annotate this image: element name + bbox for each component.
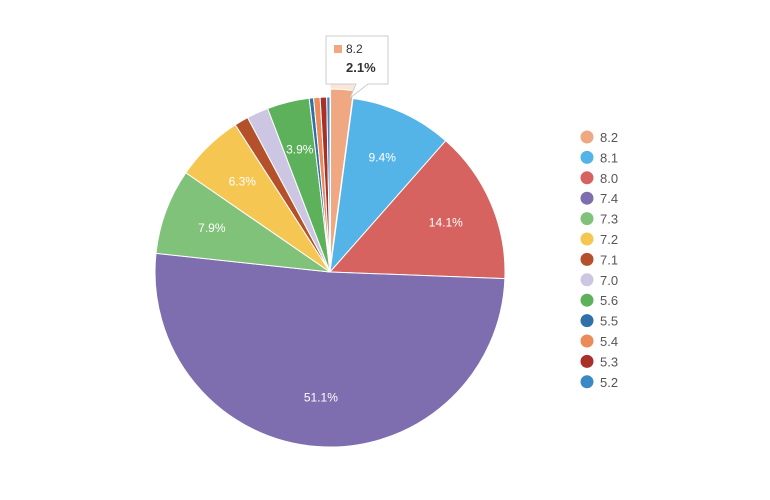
- legend-item-7.3[interactable]: 7.3: [600, 212, 618, 227]
- tooltip-value: 2.1%: [346, 60, 376, 75]
- legend-marker: [580, 171, 594, 185]
- legend-item-5.4[interactable]: 5.4: [600, 334, 618, 349]
- legend-item-7.0[interactable]: 7.0: [600, 273, 618, 288]
- legend-item-8.1[interactable]: 8.1: [600, 150, 618, 165]
- legend-item-5.6[interactable]: 5.6: [600, 293, 618, 308]
- slice-label: 9.4%: [369, 150, 397, 164]
- legend-item-8.0[interactable]: 8.0: [600, 171, 618, 186]
- pie-slice-7.4[interactable]: [154, 252, 506, 448]
- tooltip-label: 8.2: [346, 42, 363, 56]
- legend-marker: [580, 212, 594, 226]
- slice-label: 3.9%: [286, 143, 314, 157]
- legend-item-7.4[interactable]: 7.4: [600, 191, 618, 206]
- legend-item-5.3[interactable]: 5.3: [600, 354, 618, 369]
- legend-marker: [580, 314, 594, 328]
- legend-marker: [580, 191, 594, 205]
- legend-marker: [580, 252, 594, 266]
- legend-item-7.1[interactable]: 7.1: [600, 252, 618, 267]
- legend-marker: [580, 375, 594, 389]
- legend-marker: [580, 232, 594, 246]
- slice-label: 14.1%: [429, 215, 463, 229]
- slice-label: 6.3%: [229, 175, 257, 189]
- legend-marker: [580, 150, 594, 164]
- legend-item-5.2[interactable]: 5.2: [600, 375, 618, 390]
- slice-label: 7.9%: [198, 221, 226, 235]
- pie-slice-8.0[interactable]: [328, 140, 506, 280]
- legend-item-5.5[interactable]: 5.5: [600, 314, 618, 329]
- legend-marker: [580, 354, 594, 368]
- pie-slice-5.2[interactable]: [326, 96, 331, 273]
- legend-marker: [580, 293, 594, 307]
- slice-label: 51.1%: [304, 391, 338, 405]
- tooltip-marker: [334, 45, 342, 53]
- legend-item-7.2[interactable]: 7.2: [600, 232, 618, 247]
- pie-slice-8.1[interactable]: [329, 97, 447, 274]
- legend-marker: [580, 273, 594, 287]
- legend-marker: [580, 334, 594, 348]
- legend-marker: [580, 130, 594, 144]
- legend-item-8.2[interactable]: 8.2: [600, 130, 618, 145]
